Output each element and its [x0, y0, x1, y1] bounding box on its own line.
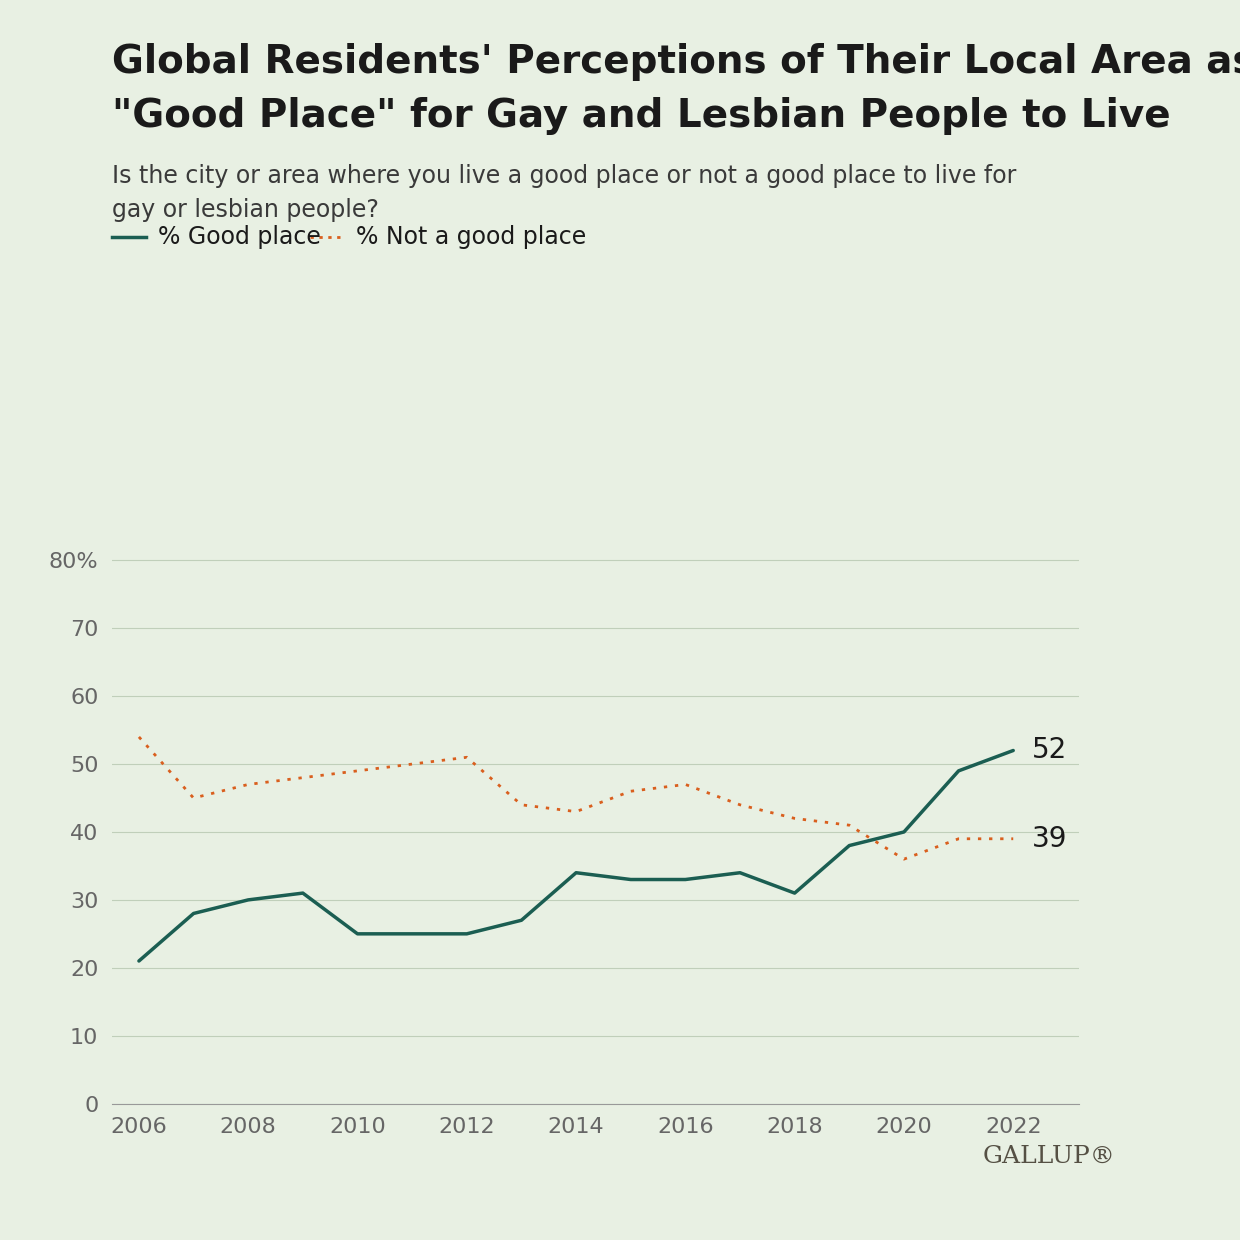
Text: GALLUP®: GALLUP® — [983, 1145, 1116, 1168]
Text: 39: 39 — [1033, 825, 1068, 853]
Text: % Good place: % Good place — [159, 224, 321, 249]
Text: gay or lesbian people?: gay or lesbian people? — [112, 198, 378, 222]
Text: Global Residents' Perceptions of Their Local Area as a: Global Residents' Perceptions of Their L… — [112, 43, 1240, 82]
Text: 52: 52 — [1033, 737, 1068, 765]
Text: Is the city or area where you live a good place or not a good place to live for: Is the city or area where you live a goo… — [112, 164, 1016, 187]
Text: "Good Place" for Gay and Lesbian People to Live: "Good Place" for Gay and Lesbian People … — [112, 97, 1171, 135]
Text: % Not a good place: % Not a good place — [357, 224, 587, 249]
